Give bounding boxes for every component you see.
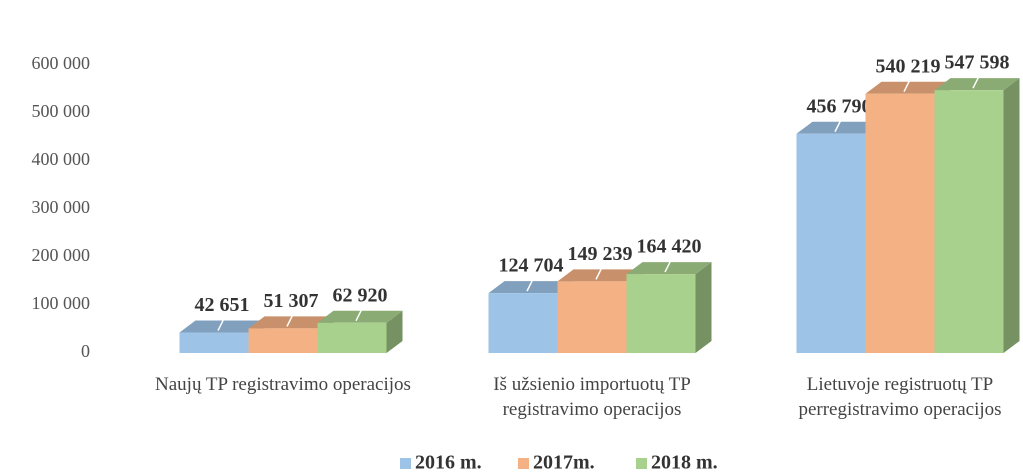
leader-line	[217, 318, 225, 331]
bar-front	[626, 274, 696, 353]
bar-top	[626, 262, 712, 275]
x-tick-label: Naujų TP registravimo operacijos	[155, 374, 411, 395]
x-tick-label: Lietuvoje registruotų TP perregistravimo…	[798, 374, 1002, 420]
legend-label: 2018 m.	[651, 452, 718, 474]
bar-front	[934, 90, 1004, 354]
bar-top	[865, 81, 951, 94]
leader-line	[595, 267, 603, 280]
x-tick-label: Iš užsienio importuotų TP registravimo o…	[493, 374, 691, 420]
bar-front	[248, 328, 318, 353]
value-label: 547 598	[945, 52, 1010, 74]
bar-side	[1003, 78, 1020, 354]
y-tick-label: 400 000	[32, 149, 91, 169]
leader-line	[903, 79, 911, 93]
bar-top	[934, 78, 1020, 91]
leader-line	[664, 259, 672, 273]
legend-swatch	[636, 458, 647, 469]
leader-line	[355, 308, 363, 322]
value-label: 149 239	[568, 243, 633, 265]
bar-front	[865, 93, 935, 353]
value-label: 540 219	[876, 55, 941, 77]
value-label: 124 704	[499, 255, 564, 277]
bar-front	[796, 133, 866, 353]
y-tick-label: 300 000	[32, 197, 91, 217]
bar	[317, 310, 403, 353]
bar-top	[317, 310, 403, 323]
value-label: 62 920	[333, 284, 388, 306]
y-tick-label: 0	[81, 341, 90, 361]
bar-top	[557, 269, 643, 282]
bar-top	[488, 281, 574, 294]
bar-top	[179, 320, 265, 333]
legend-swatch	[518, 458, 529, 469]
y-tick-label: 600 000	[32, 53, 91, 73]
bar-side	[386, 310, 403, 353]
bar	[934, 78, 1020, 354]
legend-label: 2016 m.	[415, 452, 482, 474]
value-label: 51 307	[264, 290, 319, 312]
legend-swatch	[400, 458, 411, 469]
leader-line	[526, 278, 534, 292]
value-label: 42 651	[195, 294, 250, 316]
bar-top	[248, 316, 334, 329]
bar	[626, 262, 712, 353]
bar-top	[796, 121, 882, 134]
value-label: 456 790	[807, 95, 872, 117]
y-tick-label: 500 000	[32, 101, 91, 121]
bar-front	[488, 293, 558, 353]
legend-label: 2017m.	[533, 452, 595, 474]
y-tick-label: 200 000	[32, 245, 91, 265]
leader-line	[286, 314, 294, 327]
y-tick-label: 100 000	[32, 293, 91, 313]
leader-line	[834, 119, 842, 133]
leader-line	[972, 75, 980, 89]
bar-front	[317, 322, 387, 353]
bar-front	[179, 332, 249, 353]
bar-side	[695, 262, 712, 353]
bar-front	[557, 281, 627, 353]
value-label: 164 420	[637, 236, 702, 258]
